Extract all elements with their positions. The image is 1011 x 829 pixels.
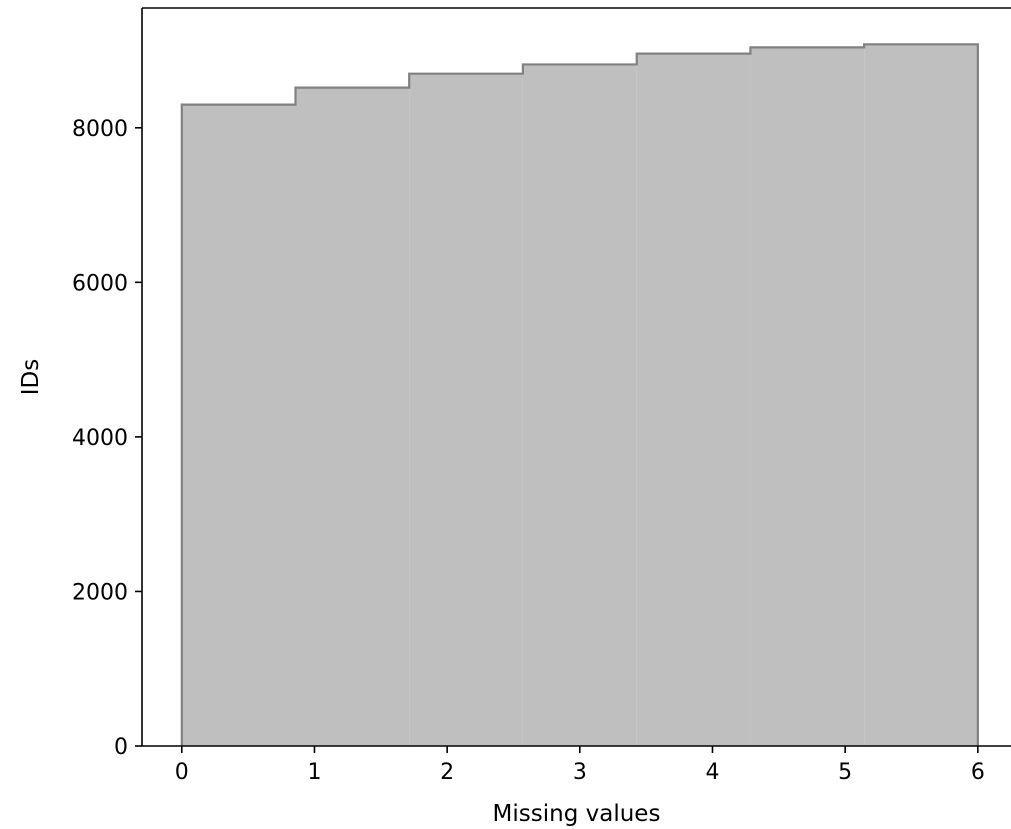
y-tick-label: 8000 [72,117,128,142]
axes [141,7,1011,747]
x-tick-label: 3 [573,760,587,785]
histogram-bar [409,73,523,747]
plot-area [180,43,979,747]
histogram-bar [750,47,865,747]
y-axis-label: IDs [18,359,44,395]
y-tick-label: 0 [114,735,128,760]
x-tick-label: 5 [838,760,852,785]
x-tick-label: 1 [307,760,321,785]
histogram-bar [636,53,751,747]
y-tick-label: 6000 [72,271,128,296]
x-axis-label: Missing values [493,801,661,827]
y-tick-label: 2000 [72,580,128,605]
ticks: 0 1 2 3 4 5 6 0 2000 4000 6000 8000 [72,117,985,785]
x-tick-label: 2 [440,760,454,785]
x-tick-label: 0 [175,760,189,785]
histogram-outline [180,43,979,746]
histogram-bar [181,104,296,746]
histogram-bar [864,44,978,746]
x-tick-label: 6 [971,760,985,785]
histogram-bar [295,87,410,746]
y-tick-label: 4000 [72,426,128,451]
axis-labels: Missing values IDs [18,359,660,827]
x-tick-label: 4 [705,760,719,785]
histogram-bar [522,64,637,746]
